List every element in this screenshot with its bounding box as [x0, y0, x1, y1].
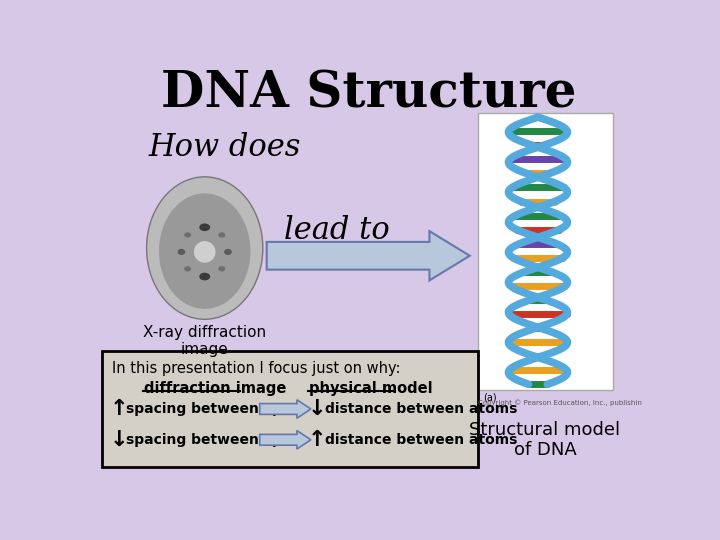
Text: distance between atoms: distance between atoms — [325, 402, 517, 416]
Text: lead to: lead to — [284, 215, 390, 246]
Text: In this presentation I focus just on why:: In this presentation I focus just on why… — [112, 361, 401, 376]
Ellipse shape — [184, 232, 191, 238]
Ellipse shape — [147, 177, 263, 319]
Text: ↑: ↑ — [307, 430, 326, 450]
Text: X-ray diffraction
image: X-ray diffraction image — [143, 325, 266, 357]
Ellipse shape — [194, 241, 215, 262]
Text: ↓: ↓ — [109, 430, 128, 450]
Ellipse shape — [218, 232, 225, 238]
Ellipse shape — [159, 193, 251, 309]
Text: DNA Structure: DNA Structure — [161, 70, 577, 119]
Text: How does: How does — [148, 132, 300, 164]
FancyBboxPatch shape — [477, 112, 613, 390]
Ellipse shape — [218, 266, 225, 272]
Text: Copyright © Pearson Education, Inc., publishin: Copyright © Pearson Education, Inc., pub… — [477, 400, 642, 407]
FancyBboxPatch shape — [102, 351, 477, 467]
Text: (a): (a) — [483, 392, 497, 402]
Text: distance between atoms: distance between atoms — [325, 433, 517, 447]
Ellipse shape — [199, 224, 210, 231]
Polygon shape — [260, 430, 311, 449]
Text: ↓: ↓ — [307, 399, 326, 419]
Text: Structural model
of DNA: Structural model of DNA — [469, 421, 621, 460]
Text: diffraction image: diffraction image — [144, 381, 287, 395]
Text: physical model: physical model — [310, 381, 433, 395]
Ellipse shape — [184, 266, 191, 272]
Text: spacing between spots: spacing between spots — [127, 433, 307, 447]
Polygon shape — [266, 231, 469, 280]
Text: ↑: ↑ — [109, 399, 128, 419]
Ellipse shape — [224, 249, 232, 255]
Ellipse shape — [199, 273, 210, 280]
Ellipse shape — [178, 249, 185, 255]
Polygon shape — [260, 400, 311, 418]
Text: spacing between spots: spacing between spots — [127, 402, 307, 416]
